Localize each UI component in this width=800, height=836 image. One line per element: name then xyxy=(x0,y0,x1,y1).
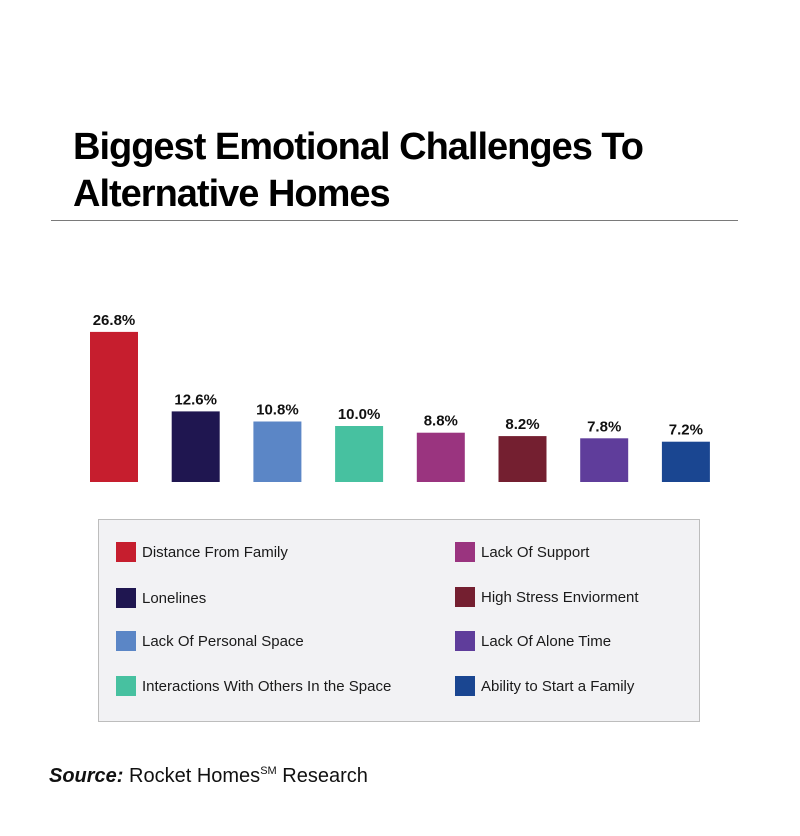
legend-label: Distance From Family xyxy=(142,543,288,561)
bar-value-label-6: 8.2% xyxy=(505,416,539,433)
legend: Distance From Family Lonelines Lack Of Per… xyxy=(98,519,700,722)
legend-swatch xyxy=(116,676,136,696)
chart-title-line-2: Alternative Homes xyxy=(73,173,391,215)
source-suffix: Research xyxy=(282,765,368,787)
legend-item-7: Lack Of Alone Time xyxy=(455,630,611,652)
bar-6 xyxy=(498,436,547,482)
legend-label: High Stress Enviorment xyxy=(481,588,639,606)
legend-item-5: Lack Of Support xyxy=(455,541,589,563)
bar-value-label-3: 10.8% xyxy=(256,402,299,419)
chart-title: Biggest Emotional Challenges To Alternat… xyxy=(73,124,753,218)
bar-1 xyxy=(90,331,138,482)
legend-label: Interactions With Others In the Space xyxy=(142,677,392,695)
bar-value-label-8: 7.2% xyxy=(669,422,703,439)
legend-swatch xyxy=(455,542,475,562)
bar-value-label-7: 7.8% xyxy=(587,418,621,435)
bar-value-label-2: 12.6% xyxy=(174,391,217,408)
bar-value-label-5: 8.8% xyxy=(424,413,458,430)
source-superscript: SM xyxy=(260,765,277,777)
chart-title-line-1: Biggest Emotional Challenges To xyxy=(73,126,644,168)
bar-7 xyxy=(580,438,629,482)
bar-2 xyxy=(171,411,220,482)
legend-item-3: Lack Of Personal Space xyxy=(116,630,304,652)
title-divider xyxy=(51,220,738,221)
bar-8 xyxy=(661,441,710,482)
source-label: Source: xyxy=(49,765,124,787)
legend-label: Lack Of Support xyxy=(481,543,590,561)
legend-item-8: Ability to Start a Family xyxy=(455,675,634,697)
bar-5 xyxy=(416,432,465,482)
legend-swatch xyxy=(455,587,475,607)
legend-label: Lack Of Personal Space xyxy=(142,632,304,650)
legend-item-1: Distance From Family xyxy=(116,541,288,563)
legend-label: Ability to Start a Family xyxy=(481,677,635,695)
bar-value-label-4: 10.0% xyxy=(338,406,381,423)
legend-swatch xyxy=(455,676,475,696)
legend-item-4: Interactions With Others In the Space xyxy=(116,675,391,697)
source-text: Rocket Homes xyxy=(129,765,261,787)
legend-item-2: Lonelines xyxy=(116,587,206,609)
legend-swatch xyxy=(116,588,136,608)
bar-chart: 26.8% 12.6% 10.8% 10.0% 8.8% 8.2% 7.8% 7.2% xyxy=(90,312,710,482)
legend-swatch xyxy=(116,542,136,562)
legend-swatch xyxy=(116,631,136,651)
bar-value-label-1: 26.8% xyxy=(93,312,136,329)
source-note: Source: Rocket HomesSM Research xyxy=(49,765,368,788)
legend-label: Lonelines xyxy=(142,589,207,607)
legend-swatch xyxy=(455,631,475,651)
bar-4 xyxy=(335,426,384,482)
legend-label: Lack Of Alone Time xyxy=(481,632,612,650)
bar-3 xyxy=(253,421,302,482)
legend-item-6: High Stress Enviorment xyxy=(455,586,639,608)
